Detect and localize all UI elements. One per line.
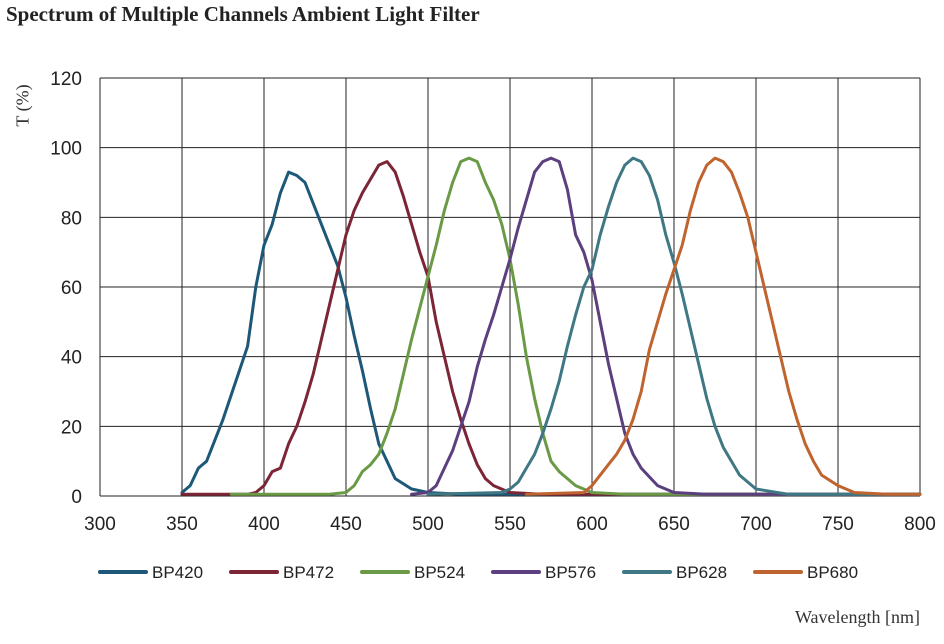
x-tick-label: 650 [658,514,690,535]
x-tick-label: 450 [330,514,362,535]
y-tick-label: 120 [50,69,82,90]
legend-label-bp472: BP472 [283,563,334,582]
legend-label-bp524: BP524 [414,563,465,582]
y-tick-label: 80 [61,208,82,229]
series-line-bp472 [180,160,922,496]
x-tick-label: 550 [494,514,526,535]
x-tick-label: 300 [84,514,116,535]
legend-label-bp680: BP680 [807,563,858,582]
y-tick-label: 20 [61,417,82,438]
x-tick-label: 600 [576,514,608,535]
x-tick-label: 700 [740,514,772,535]
chart-title: Spectrum of Multiple Channels Ambient Li… [6,2,480,26]
legend-label-bp576: BP576 [545,563,596,582]
y-tick-label: 0 [71,487,82,508]
legend-label-bp628: BP628 [676,563,727,582]
y-tick-label: 40 [61,348,82,369]
series-line-bp524 [229,156,922,496]
y-tick-label: 60 [61,278,82,299]
series-line-bp680 [524,156,922,496]
series-line-bp628 [426,156,922,496]
x-axis-label: Wavelength [nm] [794,607,920,627]
x-tick-label: 350 [166,514,198,535]
legend-label-bp420: BP420 [152,563,203,582]
x-tick-label: 400 [248,514,280,535]
series-line-bp576 [410,156,922,496]
x-tick-label: 500 [412,514,444,535]
x-tick-label: 750 [822,514,854,535]
series-line-bp420 [180,170,922,496]
y-tick-label: 100 [50,139,82,160]
x-tick-label: 800 [904,514,936,535]
